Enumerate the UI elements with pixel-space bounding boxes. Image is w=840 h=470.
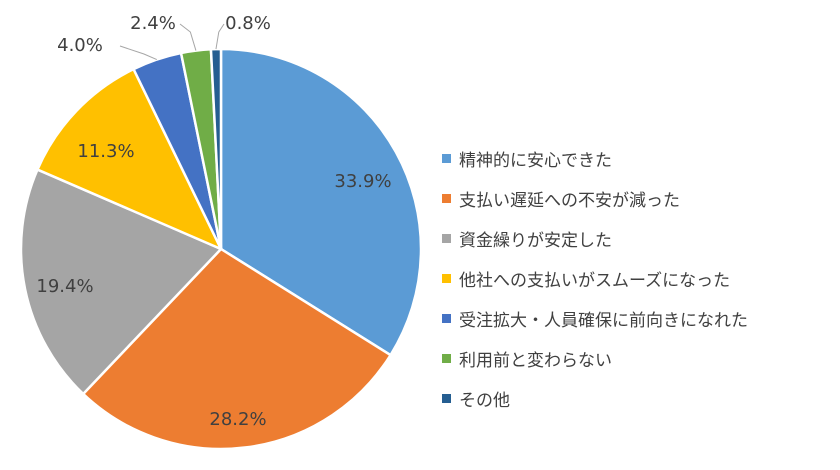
pie-slice-2	[81, 247, 393, 451]
leader-line-6	[179, 23, 197, 51]
leader-line-5	[119, 45, 158, 61]
data-label-4: 11.3%	[77, 141, 134, 162]
data-labels: 33.9% 28.2% 19.4% 11.3% 4.0% 2.4% 0.8%	[36, 13, 391, 430]
legend-item: 他社への支払いがスムーズになった	[442, 258, 748, 298]
data-label-1: 33.9%	[334, 171, 391, 192]
legend-swatch	[442, 153, 451, 163]
legend: 精神的に安心できた支払い遅延への不安が減った 資金繰りが安定した他社への支払いがス…	[442, 138, 748, 418]
data-label-2: 28.2%	[209, 409, 266, 430]
legend-label: 他社への支払いがスムーズになった	[459, 270, 731, 291]
pie-slice-3	[19, 167, 224, 396]
legend-item: 支払い遅延への不安が減った	[442, 178, 748, 218]
legend-item: その他	[442, 378, 748, 418]
legend-label: 利用前と変わらない	[459, 350, 612, 371]
legend-item: 受注拡大・人員確保に前向きになれた	[442, 298, 748, 338]
data-label-7: 0.8%	[225, 13, 271, 34]
leader-lines	[119, 23, 225, 61]
legend-label: 支払い遅延への不安が減った	[459, 190, 680, 211]
legend-label: 資金繰りが安定した	[459, 230, 612, 251]
pie-slices	[19, 47, 423, 451]
legend-swatch	[442, 233, 451, 243]
data-label-5: 4.0%	[57, 35, 103, 56]
pie-slice-1	[219, 47, 423, 357]
legend-item: 精神的に安心できた	[442, 138, 748, 178]
legend-item: 資金繰りが安定した	[442, 218, 748, 258]
pie-slice-7	[209, 47, 223, 250]
legend-label: 精神的に安心できた	[459, 150, 612, 171]
legend-label: その他	[459, 390, 510, 411]
legend-swatch	[442, 193, 451, 203]
legend-swatch	[442, 313, 451, 323]
legend-label: 受注拡大・人員確保に前向きになれた	[459, 310, 748, 331]
data-label-6: 2.4%	[130, 13, 176, 34]
legend-swatch	[442, 393, 451, 403]
legend-swatch	[442, 273, 451, 283]
legend-swatch	[442, 353, 451, 363]
pie-slice-4	[35, 67, 224, 252]
leader-line-7	[215, 23, 225, 50]
legend-item: 利用前と変わらない	[442, 338, 748, 378]
data-label-3: 19.4%	[36, 276, 93, 297]
